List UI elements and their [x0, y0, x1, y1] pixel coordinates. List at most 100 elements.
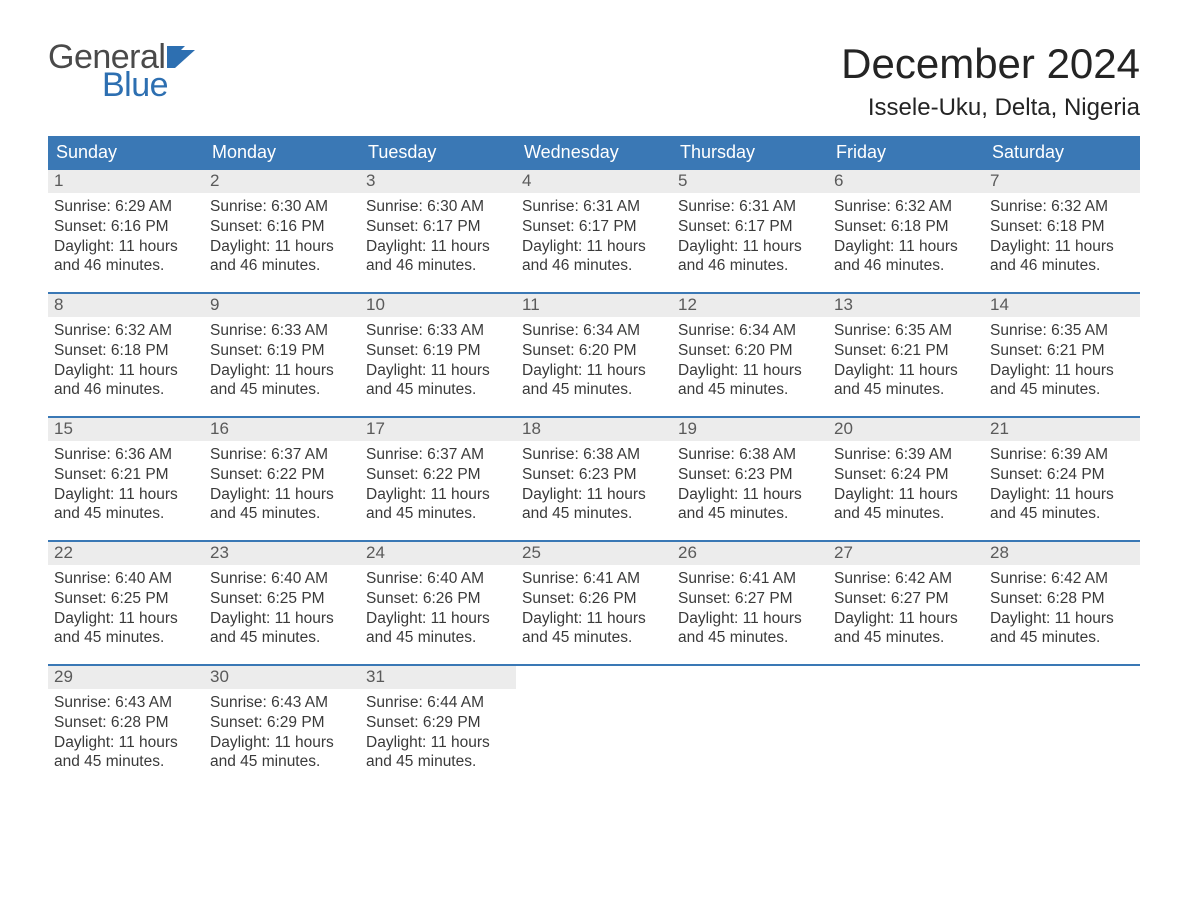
- day-details: Sunrise: 6:32 AMSunset: 6:18 PMDaylight:…: [48, 317, 204, 404]
- sunrise-line: Sunrise: 6:29 AM: [54, 197, 198, 217]
- day-details: Sunrise: 6:32 AMSunset: 6:18 PMDaylight:…: [984, 193, 1140, 280]
- sunset-line: Sunset: 6:20 PM: [522, 341, 666, 361]
- calendar-week: 29Sunrise: 6:43 AMSunset: 6:28 PMDayligh…: [48, 664, 1140, 778]
- daylight-line-1: Daylight: 11 hours: [834, 485, 978, 505]
- daylight-line-2: and 45 minutes.: [210, 752, 354, 772]
- day-number: 8: [48, 294, 204, 317]
- daylight-line-2: and 45 minutes.: [210, 504, 354, 524]
- title-block: December 2024 Issele-Uku, Delta, Nigeria: [841, 40, 1140, 122]
- calendar: Sunday Monday Tuesday Wednesday Thursday…: [48, 136, 1140, 778]
- sunset-line: Sunset: 6:17 PM: [678, 217, 822, 237]
- sunrise-line: Sunrise: 6:41 AM: [522, 569, 666, 589]
- day-details: Sunrise: 6:40 AMSunset: 6:25 PMDaylight:…: [48, 565, 204, 652]
- sunset-line: Sunset: 6:17 PM: [522, 217, 666, 237]
- daylight-line-1: Daylight: 11 hours: [678, 609, 822, 629]
- daylight-line-1: Daylight: 11 hours: [54, 733, 198, 753]
- sunrise-line: Sunrise: 6:34 AM: [522, 321, 666, 341]
- daylight-line-2: and 45 minutes.: [990, 628, 1134, 648]
- day-details: Sunrise: 6:35 AMSunset: 6:21 PMDaylight:…: [828, 317, 984, 404]
- calendar-cell: 20Sunrise: 6:39 AMSunset: 6:24 PMDayligh…: [828, 418, 984, 530]
- sunset-line: Sunset: 6:18 PM: [834, 217, 978, 237]
- daylight-line-1: Daylight: 11 hours: [522, 237, 666, 257]
- day-number: 31: [360, 666, 516, 689]
- day-header-sun: Sunday: [48, 136, 204, 170]
- day-number: 19: [672, 418, 828, 441]
- sunrise-line: Sunrise: 6:35 AM: [834, 321, 978, 341]
- day-details: Sunrise: 6:30 AMSunset: 6:17 PMDaylight:…: [360, 193, 516, 280]
- day-number: 14: [984, 294, 1140, 317]
- day-details: Sunrise: 6:41 AMSunset: 6:27 PMDaylight:…: [672, 565, 828, 652]
- day-number: 22: [48, 542, 204, 565]
- day-number: 20: [828, 418, 984, 441]
- daylight-line-1: Daylight: 11 hours: [366, 609, 510, 629]
- daylight-line-1: Daylight: 11 hours: [990, 485, 1134, 505]
- sunset-line: Sunset: 6:28 PM: [54, 713, 198, 733]
- calendar-cell: [516, 666, 672, 778]
- sunrise-line: Sunrise: 6:33 AM: [366, 321, 510, 341]
- daylight-line-2: and 45 minutes.: [366, 380, 510, 400]
- sunrise-line: Sunrise: 6:41 AM: [678, 569, 822, 589]
- calendar-cell: 12Sunrise: 6:34 AMSunset: 6:20 PMDayligh…: [672, 294, 828, 406]
- sunrise-line: Sunrise: 6:31 AM: [522, 197, 666, 217]
- sunrise-line: Sunrise: 6:37 AM: [210, 445, 354, 465]
- daylight-line-1: Daylight: 11 hours: [54, 237, 198, 257]
- day-number: 27: [828, 542, 984, 565]
- sunrise-line: Sunrise: 6:33 AM: [210, 321, 354, 341]
- day-number: 15: [48, 418, 204, 441]
- sunrise-line: Sunrise: 6:30 AM: [210, 197, 354, 217]
- daylight-line-1: Daylight: 11 hours: [990, 609, 1134, 629]
- sunset-line: Sunset: 6:26 PM: [366, 589, 510, 609]
- daylight-line-1: Daylight: 11 hours: [366, 361, 510, 381]
- daylight-line-2: and 46 minutes.: [54, 380, 198, 400]
- day-number: 5: [672, 170, 828, 193]
- day-header-fri: Friday: [828, 136, 984, 170]
- day-number: 30: [204, 666, 360, 689]
- day-header-sat: Saturday: [984, 136, 1140, 170]
- day-header-mon: Monday: [204, 136, 360, 170]
- daylight-line-1: Daylight: 11 hours: [54, 485, 198, 505]
- daylight-line-1: Daylight: 11 hours: [210, 237, 354, 257]
- day-number: 16: [204, 418, 360, 441]
- day-number: 4: [516, 170, 672, 193]
- daylight-line-1: Daylight: 11 hours: [366, 237, 510, 257]
- month-title: December 2024: [841, 40, 1140, 88]
- day-details: Sunrise: 6:42 AMSunset: 6:27 PMDaylight:…: [828, 565, 984, 652]
- calendar-cell: 8Sunrise: 6:32 AMSunset: 6:18 PMDaylight…: [48, 294, 204, 406]
- day-details: Sunrise: 6:39 AMSunset: 6:24 PMDaylight:…: [828, 441, 984, 528]
- sunrise-line: Sunrise: 6:31 AM: [678, 197, 822, 217]
- daylight-line-2: and 45 minutes.: [366, 752, 510, 772]
- daylight-line-2: and 45 minutes.: [210, 628, 354, 648]
- calendar-week: 15Sunrise: 6:36 AMSunset: 6:21 PMDayligh…: [48, 416, 1140, 530]
- calendar-cell: 15Sunrise: 6:36 AMSunset: 6:21 PMDayligh…: [48, 418, 204, 530]
- calendar-cell: 22Sunrise: 6:40 AMSunset: 6:25 PMDayligh…: [48, 542, 204, 654]
- sunrise-line: Sunrise: 6:39 AM: [990, 445, 1134, 465]
- logo-text-blue: Blue: [102, 68, 201, 102]
- daylight-line-2: and 46 minutes.: [678, 256, 822, 276]
- daylight-line-2: and 45 minutes.: [834, 504, 978, 524]
- daylight-line-1: Daylight: 11 hours: [678, 361, 822, 381]
- sunrise-line: Sunrise: 6:40 AM: [366, 569, 510, 589]
- day-number: 11: [516, 294, 672, 317]
- calendar-week: 8Sunrise: 6:32 AMSunset: 6:18 PMDaylight…: [48, 292, 1140, 406]
- daylight-line-1: Daylight: 11 hours: [522, 361, 666, 381]
- daylight-line-1: Daylight: 11 hours: [54, 609, 198, 629]
- sunset-line: Sunset: 6:21 PM: [54, 465, 198, 485]
- day-details: Sunrise: 6:41 AMSunset: 6:26 PMDaylight:…: [516, 565, 672, 652]
- day-details: Sunrise: 6:38 AMSunset: 6:23 PMDaylight:…: [516, 441, 672, 528]
- sunrise-line: Sunrise: 6:35 AM: [990, 321, 1134, 341]
- sunset-line: Sunset: 6:24 PM: [990, 465, 1134, 485]
- daylight-line-2: and 45 minutes.: [678, 380, 822, 400]
- sunrise-line: Sunrise: 6:34 AM: [678, 321, 822, 341]
- day-number: 9: [204, 294, 360, 317]
- daylight-line-2: and 45 minutes.: [834, 380, 978, 400]
- daylight-line-2: and 45 minutes.: [210, 380, 354, 400]
- daylight-line-1: Daylight: 11 hours: [522, 485, 666, 505]
- sunset-line: Sunset: 6:26 PM: [522, 589, 666, 609]
- day-number: 24: [360, 542, 516, 565]
- day-details: Sunrise: 6:34 AMSunset: 6:20 PMDaylight:…: [672, 317, 828, 404]
- calendar-cell: 23Sunrise: 6:40 AMSunset: 6:25 PMDayligh…: [204, 542, 360, 654]
- calendar-cell: 30Sunrise: 6:43 AMSunset: 6:29 PMDayligh…: [204, 666, 360, 778]
- day-header-wed: Wednesday: [516, 136, 672, 170]
- calendar-cell: 21Sunrise: 6:39 AMSunset: 6:24 PMDayligh…: [984, 418, 1140, 530]
- daylight-line-1: Daylight: 11 hours: [678, 237, 822, 257]
